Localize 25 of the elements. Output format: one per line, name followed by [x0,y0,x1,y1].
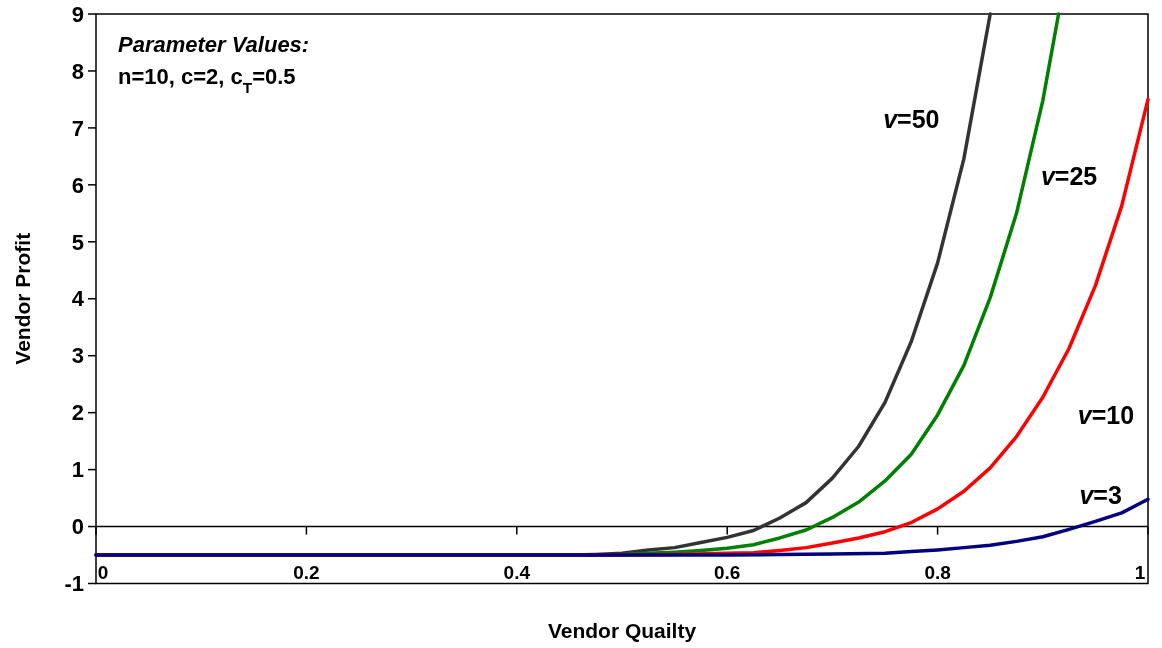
x-tick-label: 0.8 [924,561,951,583]
series-label: v=50 [883,104,940,133]
x-axis-title: Vendor Quailty [547,619,697,642]
annotation: Parameter Values: [118,32,310,57]
y-tick-label: 7 [71,115,84,141]
x-tick-label: 0 [97,561,109,583]
y-tick-label: -1 [64,571,84,597]
y-tick-label: 0 [71,514,84,540]
y-axis-title: Vendor Profit [11,232,34,365]
y-tick-label: 5 [71,229,84,255]
y-tick-label: 4 [71,286,85,312]
y-tick-label: 3 [71,343,84,369]
annotation: n=10, c=2, c$_{T}$=0.5 [118,64,296,96]
series-label: v=25 [1040,161,1098,190]
series-label: v=10 [1077,401,1135,430]
y-tick-label: 2 [71,400,84,426]
series-label: v=3 [1079,480,1122,509]
y-tick-label: 6 [71,172,84,198]
y-tick-label: 9 [71,1,84,27]
x-tick-label: 0.6 [713,561,741,583]
y-tick-label: 8 [71,58,84,84]
x-tick-label: 0.4 [503,561,531,583]
x-tick-label: 0.2 [293,561,320,583]
y-tick-label: 1 [71,457,84,483]
x-tick-label: 1 [1134,561,1146,583]
